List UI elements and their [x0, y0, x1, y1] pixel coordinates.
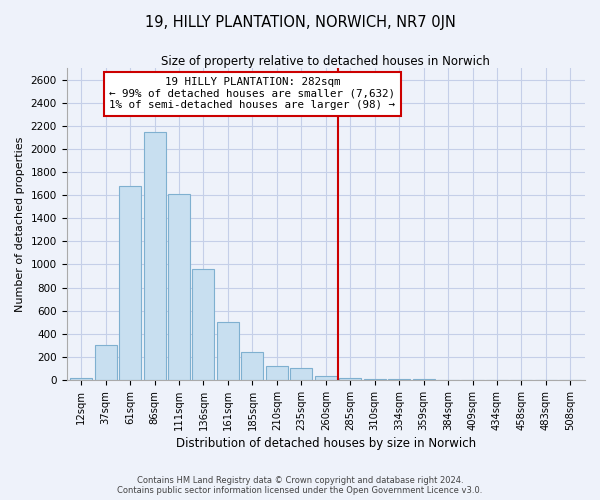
Bar	[388, 379, 410, 380]
Bar	[193, 269, 214, 380]
Bar	[143, 132, 166, 380]
Bar	[217, 322, 239, 380]
Bar	[95, 346, 116, 380]
Text: 19 HILLY PLANTATION: 282sqm
← 99% of detached houses are smaller (7,632)
1% of s: 19 HILLY PLANTATION: 282sqm ← 99% of det…	[109, 77, 395, 110]
Text: Contains HM Land Registry data © Crown copyright and database right 2024.
Contai: Contains HM Land Registry data © Crown c…	[118, 476, 482, 495]
Bar	[241, 352, 263, 380]
Bar	[119, 186, 141, 380]
Bar	[70, 378, 92, 380]
Bar	[290, 368, 313, 380]
Bar	[364, 379, 386, 380]
Bar	[168, 194, 190, 380]
Bar	[339, 378, 361, 380]
Bar	[315, 376, 337, 380]
Text: 19, HILLY PLANTATION, NORWICH, NR7 0JN: 19, HILLY PLANTATION, NORWICH, NR7 0JN	[145, 15, 455, 30]
X-axis label: Distribution of detached houses by size in Norwich: Distribution of detached houses by size …	[176, 437, 476, 450]
Bar	[266, 366, 288, 380]
Title: Size of property relative to detached houses in Norwich: Size of property relative to detached ho…	[161, 55, 490, 68]
Y-axis label: Number of detached properties: Number of detached properties	[15, 136, 25, 312]
